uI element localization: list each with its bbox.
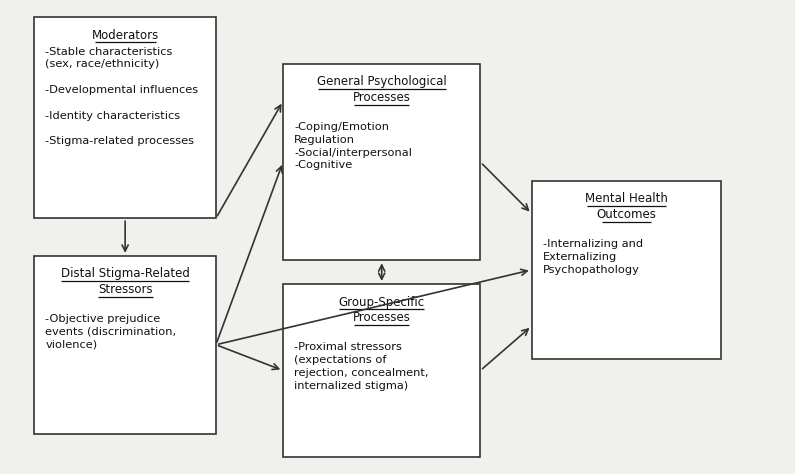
Text: -Internalizing and
Externalizing
Psychopathology: -Internalizing and Externalizing Psychop… [543, 227, 643, 275]
Text: -Objective prejudice
events (discrimination,
violence): -Objective prejudice events (discriminat… [45, 301, 176, 350]
Text: -Proximal stressors
(expectations of
rejection, concealment,
internalized stigma: -Proximal stressors (expectations of rej… [294, 329, 429, 391]
Text: General Psychological: General Psychological [317, 75, 447, 88]
Bar [532, 181, 721, 359]
Text: Moderators: Moderators [91, 28, 159, 42]
Text: Distal Stigma-Related: Distal Stigma-Related [60, 267, 189, 281]
Text: Processes: Processes [353, 91, 411, 104]
Text: -Stable characteristics
(sex, race/ethnicity)

-Developmental influences

-Ident: -Stable characteristics (sex, race/ethni… [45, 46, 199, 146]
Text: Group-Specific: Group-Specific [339, 296, 425, 309]
Bar [283, 64, 480, 260]
Bar [283, 284, 480, 457]
Text: Outcomes: Outcomes [596, 208, 657, 221]
Bar [34, 17, 216, 218]
Text: Mental Health: Mental Health [585, 192, 668, 206]
Text: Stressors: Stressors [98, 283, 153, 296]
Text: -Coping/Emotion
Regulation
-Social/interpersonal
-Cognitive: -Coping/Emotion Regulation -Social/inter… [294, 109, 412, 171]
Text: Processes: Processes [353, 311, 411, 324]
Bar [34, 256, 216, 434]
